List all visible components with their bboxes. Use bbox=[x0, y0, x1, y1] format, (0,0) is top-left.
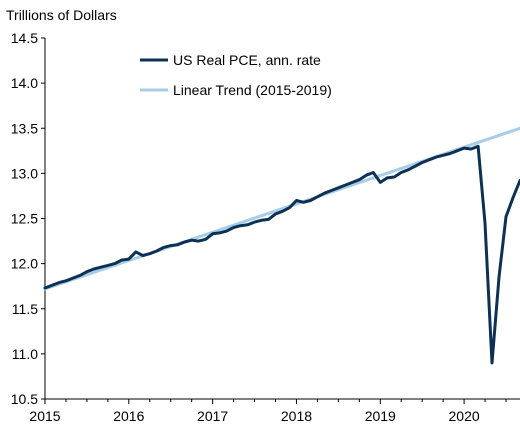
x-axis: 2015 2016 2017 2018 2019 2020 bbox=[29, 398, 520, 424]
x-tick-label: 2015 bbox=[29, 408, 60, 424]
legend-label-0: US Real PCE, ann. rate bbox=[173, 52, 321, 68]
series-line-0 bbox=[43, 144, 520, 365]
y-tick-label: 11.5 bbox=[12, 301, 38, 317]
x-tick-label: 2020 bbox=[449, 408, 480, 424]
x-tick-label: 2019 bbox=[365, 408, 396, 424]
y-axis-label: Trillions of Dollars bbox=[6, 7, 117, 23]
y-axis: 14.5 14.0 13.5 13.0 12.5 12.0 11.5 11.0 10.5 bbox=[11, 30, 46, 407]
y-tick-label: 13.0 bbox=[11, 165, 38, 181]
y-tick-label: 11.0 bbox=[12, 346, 38, 362]
y-tick-label: 14.5 bbox=[11, 30, 38, 46]
legend: US Real PCE, ann. rate Linear Trend (2015… bbox=[140, 52, 332, 98]
y-tick-label: 14.0 bbox=[11, 75, 38, 91]
y-tick-label: 12.5 bbox=[11, 211, 38, 227]
x-tick-label: 2018 bbox=[281, 408, 312, 424]
y-tick-label: 12.0 bbox=[11, 256, 38, 272]
x-tick-label: 2017 bbox=[197, 408, 228, 424]
legend-label-1: Linear Trend (2015-2019) bbox=[173, 82, 332, 98]
x-tick-label: 2016 bbox=[113, 408, 144, 424]
y-tick-label: 13.5 bbox=[11, 120, 38, 136]
y-tick-label: 10.5 bbox=[11, 391, 38, 407]
series-layer bbox=[43, 126, 520, 365]
